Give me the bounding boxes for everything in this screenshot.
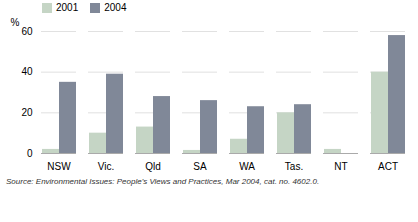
svg-text:40: 40	[21, 66, 33, 77]
svg-text:20: 20	[21, 107, 33, 118]
svg-text:NT: NT	[334, 161, 347, 172]
svg-text:Tas.: Tas.	[285, 161, 303, 172]
svg-text:NSW: NSW	[47, 161, 71, 172]
html-text:2001: 2001	[56, 2, 79, 13]
svg-text:%: %	[11, 17, 20, 28]
svg-text:Qld: Qld	[145, 161, 161, 172]
svg-text:SA: SA	[193, 161, 207, 172]
html-text:2004: 2004	[104, 2, 127, 13]
svg-text:60: 60	[21, 26, 33, 37]
svg-text:0: 0	[27, 148, 33, 159]
svg-text:ACT: ACT	[378, 161, 398, 172]
html-text:Source: Environmental Issues:: Source: Environmental Issues: People's V…	[6, 177, 320, 186]
svg-text:WA: WA	[239, 161, 255, 172]
svg-text:Vic.: Vic.	[98, 161, 115, 172]
